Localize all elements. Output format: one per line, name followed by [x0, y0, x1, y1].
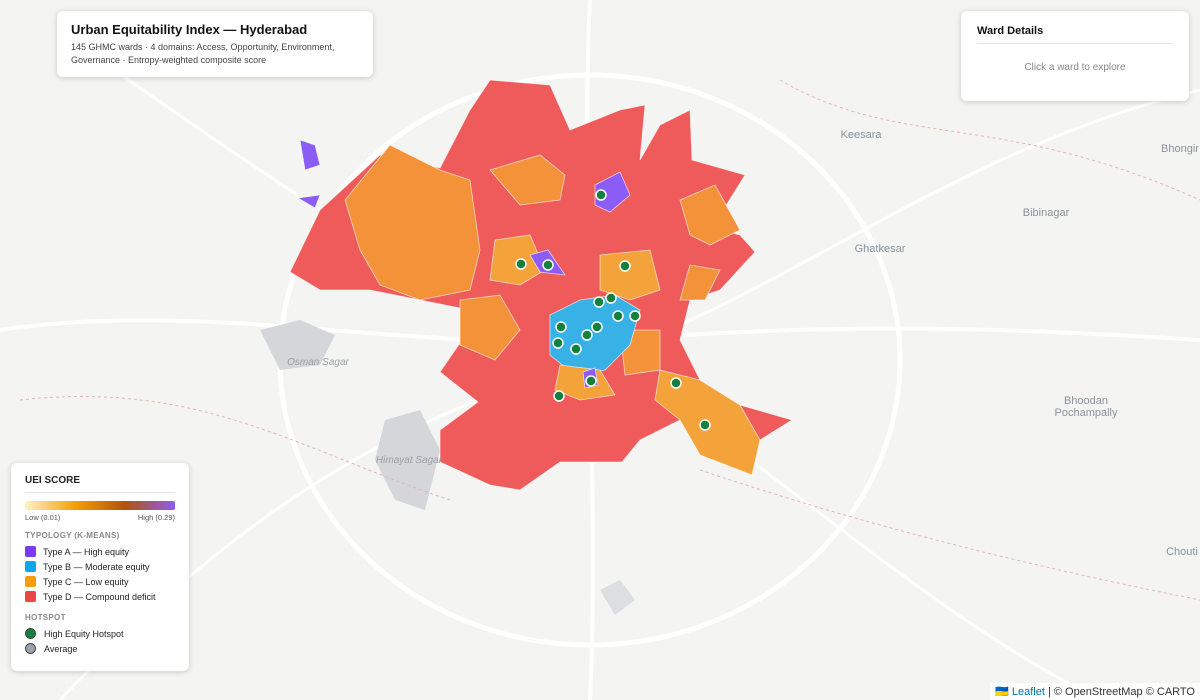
place-label: Bhongir: [1161, 143, 1199, 155]
hotspot-marker[interactable]: [670, 377, 682, 389]
ramp-low: Low (0.01): [25, 513, 61, 522]
place-label: Chouti: [1166, 546, 1198, 558]
ward-area[interactable]: [344, 144, 481, 301]
lake-label: Himayat Sagar: [376, 455, 443, 466]
place-label: Pochampally: [1055, 407, 1118, 419]
legend-swatch: [25, 546, 36, 557]
legend-label: Type B — Moderate equity: [43, 561, 150, 572]
legend-item: Type A — High equity: [25, 544, 175, 559]
hotspot-marker[interactable]: [591, 321, 603, 333]
ward-area[interactable]: [459, 294, 521, 361]
legend-item: Type D — Compound deficit: [25, 589, 175, 604]
hotspot-marker[interactable]: [585, 375, 597, 387]
details-hint: Click a ward to explore: [1024, 62, 1126, 73]
hotspot-marker[interactable]: [553, 390, 565, 402]
legend-title: UEI SCORE: [25, 475, 175, 493]
title: Urban Equitability Index — Hyderabad: [71, 22, 308, 37]
hotspot-marker[interactable]: [595, 189, 607, 201]
attribution-text: | © OpenStreetMap © CARTO: [1047, 686, 1195, 698]
ward-details: Ward Details Click a ward to explore: [961, 11, 1189, 101]
place-label: Keesara: [841, 129, 883, 141]
hotspot-marker[interactable]: [581, 329, 593, 341]
hotspot-marker[interactable]: [555, 321, 567, 333]
header-card: Urban Equitability Index — Hyderabad 145…: [57, 11, 373, 77]
place-label: Bhoodan: [1064, 395, 1108, 407]
legend-label: Type A — High equity: [43, 546, 130, 557]
hotspot-list: High Equity Hotspot Average: [25, 626, 175, 656]
legend-swatch: [25, 561, 36, 572]
ward-area[interactable]: [679, 264, 721, 301]
subtitle: 145 GHMC wards · 4 domains: Access, Oppo…: [71, 42, 335, 65]
ward-area[interactable]: [679, 184, 741, 246]
hotspot-marker[interactable]: [629, 310, 641, 322]
leaflet-link[interactable]: Leaflet: [1011, 686, 1045, 698]
legend-item: Type C — Low equity: [25, 574, 175, 589]
legend-label: Average: [44, 643, 78, 654]
details-title: Ward Details: [977, 25, 1173, 44]
legend-item: Type B — Moderate equity: [25, 559, 175, 574]
hotspot-marker[interactable]: [570, 343, 582, 355]
hotspot-marker[interactable]: [552, 337, 564, 349]
hotspot-marker[interactable]: [612, 310, 624, 322]
legend-label: Type D — Compound deficit: [43, 591, 156, 602]
hotspot-marker[interactable]: [515, 258, 527, 270]
hotspot-title: HOTSPOT: [25, 613, 66, 622]
legend-label: High Equity Hotspot: [44, 628, 124, 639]
legend-item: Average: [25, 641, 175, 656]
lake-label: Osman Sagar: [287, 357, 349, 368]
wards[interactable]: [289, 79, 793, 491]
ward-area[interactable]: [299, 139, 321, 171]
hotspots[interactable]: [515, 189, 711, 431]
legend: UEI SCORE Low (0.01) High (0.29) TYPOLOG…: [11, 463, 189, 671]
hotspot-marker[interactable]: [593, 296, 605, 308]
hotspot-marker[interactable]: [699, 419, 711, 431]
attribution: 🇺🇦 Leaflet | © OpenStreetMap © CARTO: [990, 683, 1200, 700]
ramp-high: High (0.29): [137, 513, 175, 522]
legend-swatch: [25, 576, 36, 587]
ward-area[interactable]: [296, 194, 321, 209]
color-ramp: [25, 501, 175, 510]
ward-area[interactable]: [599, 249, 661, 301]
place-label: Ghatkesar: [855, 243, 906, 255]
place-label: Bibinagar: [1023, 207, 1070, 219]
legend-label: Type C — Low equity: [43, 576, 129, 587]
hotspot-marker[interactable]: [605, 292, 617, 304]
hotspot-marker[interactable]: [542, 259, 554, 271]
hotspot-marker[interactable]: [619, 260, 631, 272]
place-labels: Keesara Bhongir Bibinagar Ghatkesar Osma…: [287, 129, 1199, 558]
typology-title: TYPOLOGY (K-MEANS): [25, 531, 120, 540]
ward-area[interactable]: [594, 171, 631, 213]
legend-swatch: [25, 643, 36, 654]
ward-area[interactable]: [489, 154, 566, 206]
typology-list: Type A — High equity Type B — Moderate eq…: [25, 544, 175, 604]
legend-item: High Equity Hotspot: [25, 626, 175, 641]
legend-swatch: [25, 591, 36, 602]
legend-swatch: [25, 628, 36, 639]
